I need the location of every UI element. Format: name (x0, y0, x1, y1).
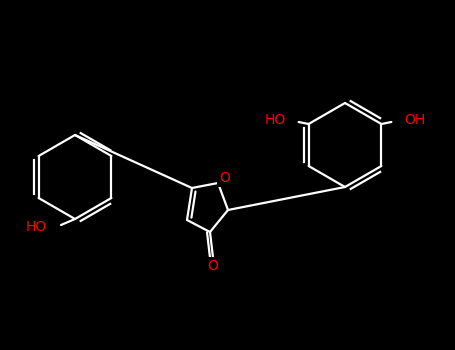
Text: O: O (207, 259, 218, 273)
Text: O: O (220, 171, 230, 185)
Text: HO: HO (26, 220, 47, 234)
Text: OH: OH (404, 113, 425, 127)
Text: HO: HO (264, 113, 286, 127)
